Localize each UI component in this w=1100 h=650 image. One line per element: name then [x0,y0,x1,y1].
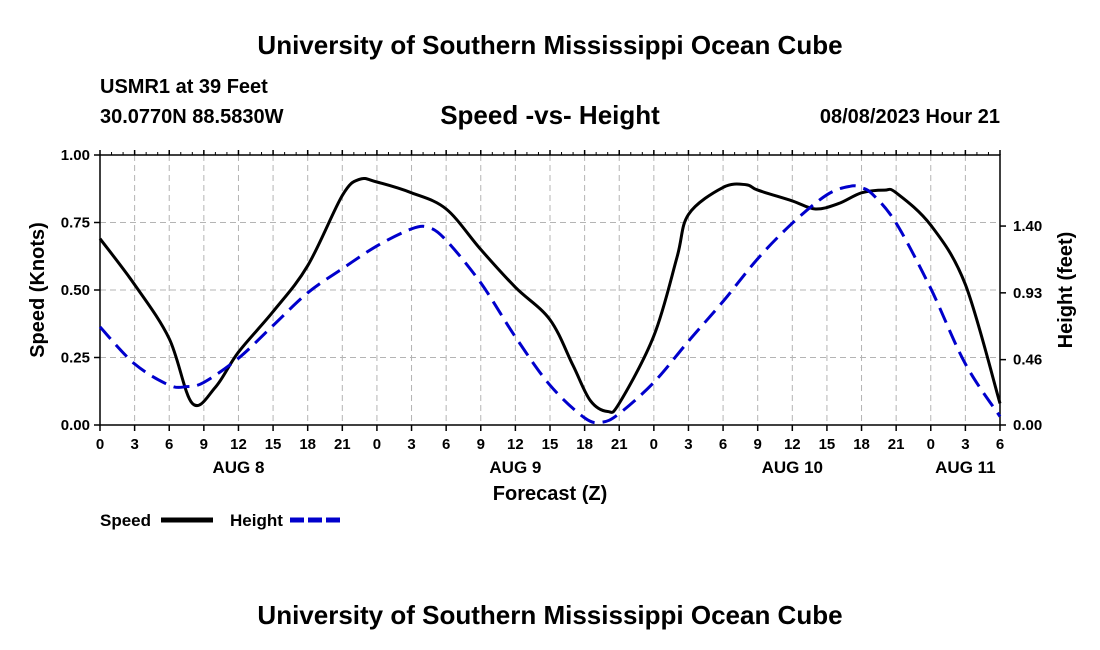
y2-tick-label: 0.46 [1013,352,1042,369]
x-tick-label: 9 [477,436,485,453]
legend-label-height: Height [230,511,283,530]
day-label: AUG 9 [489,458,541,477]
day-label: AUG 8 [212,458,264,477]
x-tick-label: 21 [611,436,628,453]
x-tick-label: 12 [507,436,524,453]
chart-ticks [94,150,1006,431]
series-line-height [98,184,1002,425]
x-tick-label: 3 [407,436,415,453]
x-tick-label: 3 [961,436,969,453]
y-tick-label: 0.75 [61,215,90,232]
y2-tick-label: 0.00 [1013,417,1042,434]
chart-grid [100,155,1000,425]
x-tick-label: 0 [373,436,381,453]
x-tick-label: 18 [299,436,316,453]
station-label: USMR1 at 39 Feet [100,76,268,98]
y2-tick-label: 0.93 [1013,285,1042,302]
page-title: University of Southern Mississippi Ocean… [257,30,843,60]
day-label: AUG 10 [762,458,823,477]
x-tick-label: 15 [265,436,282,453]
x-tick-label: 18 [576,436,593,453]
x-tick-label: 0 [96,436,104,453]
x-tick-label: 0 [650,436,658,453]
footer-title: University of Southern Mississippi Ocean… [257,600,843,630]
chart-legend: Speed Height [100,511,342,530]
chart-labels: 0 3 6 9 12 15 18 21 0 3 6 9 12 15 18 21 0 3 6 9 12 15 18 21 0 3 60… [27,147,1077,505]
series-line-speed [98,176,1002,414]
y-tick-label: 0.50 [61,282,90,299]
x-tick-label: 3 [684,436,692,453]
x-tick-label: 6 [165,436,173,453]
y-axis-title: Speed (Knots) [27,222,49,358]
y-tick-label: 1.00 [61,147,90,164]
x-tick-label: 9 [200,436,208,453]
x-tick-label: 0 [927,436,935,453]
x-tick-label: 12 [784,436,801,453]
x-tick-label: 21 [334,436,351,453]
y-tick-label: 0.00 [61,417,90,434]
x-tick-label: 15 [819,436,836,453]
x-tick-label: 6 [996,436,1004,453]
y2-tick-label: 1.40 [1013,218,1042,235]
forecast-datetime: 08/08/2023 Hour 21 [819,106,1000,128]
x-tick-label: 9 [754,436,762,453]
x-tick-label: 6 [719,436,727,453]
x-tick-label: 12 [230,436,247,453]
x-tick-label: 18 [853,436,870,453]
chart-series [98,176,1002,425]
day-label: AUG 11 [935,458,995,477]
chart-title: Speed -vs- Height [440,100,660,130]
legend-label-speed: Speed [100,511,151,530]
x-tick-label: 15 [542,436,559,453]
y2-axis-title: Height (feet) [1055,232,1077,349]
x-tick-label: 3 [130,436,138,453]
x-tick-label: 6 [442,436,450,453]
x-axis-title: Forecast (Z) [493,483,607,505]
y-tick-label: 0.25 [61,350,90,367]
x-tick-label: 21 [888,436,905,453]
station-coordinates: 30.0770N 88.5830W [100,106,284,128]
